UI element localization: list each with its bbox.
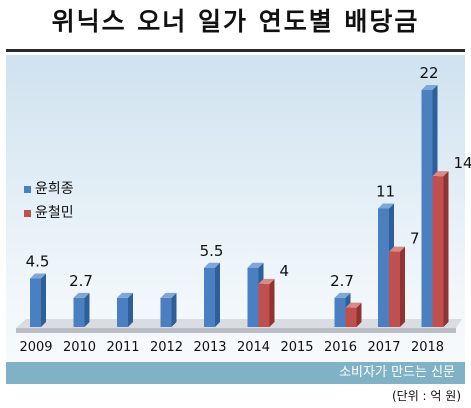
bar-side [269,278,275,327]
bar-side [84,292,90,327]
x-tick-2012: 2012 [150,340,183,355]
bar-2018-series-2 [432,171,449,327]
bar-2016-series-2 [345,302,362,327]
legend-swatch-blue [24,185,31,193]
bar-top [334,292,351,298]
bar-2017-series-2 [389,246,405,327]
bar-top [160,292,177,298]
bar-top [421,85,438,90]
bar-top [117,292,133,298]
data-label-2018-series-1: 22 [419,64,438,82]
data-label-2009-series-1: 4.5 [26,253,50,271]
bar-2010-series-1 [73,292,90,327]
bar-front [334,297,346,327]
bar-side [443,171,449,327]
bar-2011-series-1 [117,292,133,327]
legend-item-series-1: 윤희종 [24,180,74,198]
legend-label-series-1: 윤희종 [35,181,74,197]
x-tick-2009: 2009 [19,340,52,355]
x-axis-ticks: 2009 2010 2011 2012 2013 2014 2015 2016 2017 2018 [19,340,444,355]
bar-side [41,273,46,327]
data-label-2010-series-1: 2.7 [69,272,93,290]
bar-side [128,292,133,327]
legend-label-series-2: 윤철민 [35,205,74,221]
bar-front [30,278,41,327]
data-label-2017-series-1: 11 [376,183,395,201]
bar-side [171,292,177,327]
bar-top [389,246,405,252]
bar-top [247,262,264,268]
x-tick-2011: 2011 [106,340,139,355]
source-bar: 소비자가 만드는 신문 [6,362,465,384]
title-underline [6,49,465,52]
x-tick-2016: 2016 [324,340,357,355]
data-label-2018-series-2: 14 [454,154,471,172]
data-label-2017-series-2: 7 [410,230,420,248]
data-label-2013-series-1: 5.5 [200,242,224,260]
bar-2012-series-1 [160,292,177,327]
bar-top [30,273,46,279]
bar-side [215,262,220,327]
bar-2013-series-1 [204,262,220,327]
bar-front [345,307,357,327]
chart-floor-front [16,328,456,333]
bar-front [117,297,128,327]
x-tick-2013: 2013 [193,340,226,355]
x-tick-2014: 2014 [237,340,270,355]
bar-2009-series-1 [30,273,46,327]
data-label-2016-series-1: 2.7 [330,272,354,290]
bar-top [73,292,90,298]
bar-front [421,90,433,327]
x-tick-2017: 2017 [367,340,400,355]
legend-swatch-red [24,209,31,217]
unit-note: (단위 : 억 원) [391,389,461,403]
bar-top [204,262,220,268]
bar-side [400,246,405,327]
bar-front [432,176,444,327]
bar-top [378,203,394,209]
bar-front [160,297,172,327]
source-text: 소비자가 만드는 신문 [339,365,455,380]
legend-item-series-2: 윤철민 [24,204,74,222]
x-tick-2010: 2010 [63,340,96,355]
bar-top [345,302,362,308]
bars-layer [30,85,449,327]
x-tick-2015: 2015 [280,340,313,355]
bar-front [247,267,259,327]
bar-top [258,278,275,284]
bar-front [204,267,215,327]
bar-front [378,208,389,327]
data-label-2014-series-2: 4 [280,262,290,280]
bar-top [432,171,449,177]
x-tick-2018: 2018 [411,340,444,355]
bar-front [389,251,400,327]
bar-front [73,297,85,327]
bar-side [356,302,362,327]
bar-2014-series-2 [258,278,275,327]
chart-title: 위닉스 오너 일가 연도별 배당금 [51,7,420,36]
data-labels-layer: 4.5 2.7 5.5 4 2.7 11 7 22 14 [26,64,471,290]
bar-front [258,283,270,327]
